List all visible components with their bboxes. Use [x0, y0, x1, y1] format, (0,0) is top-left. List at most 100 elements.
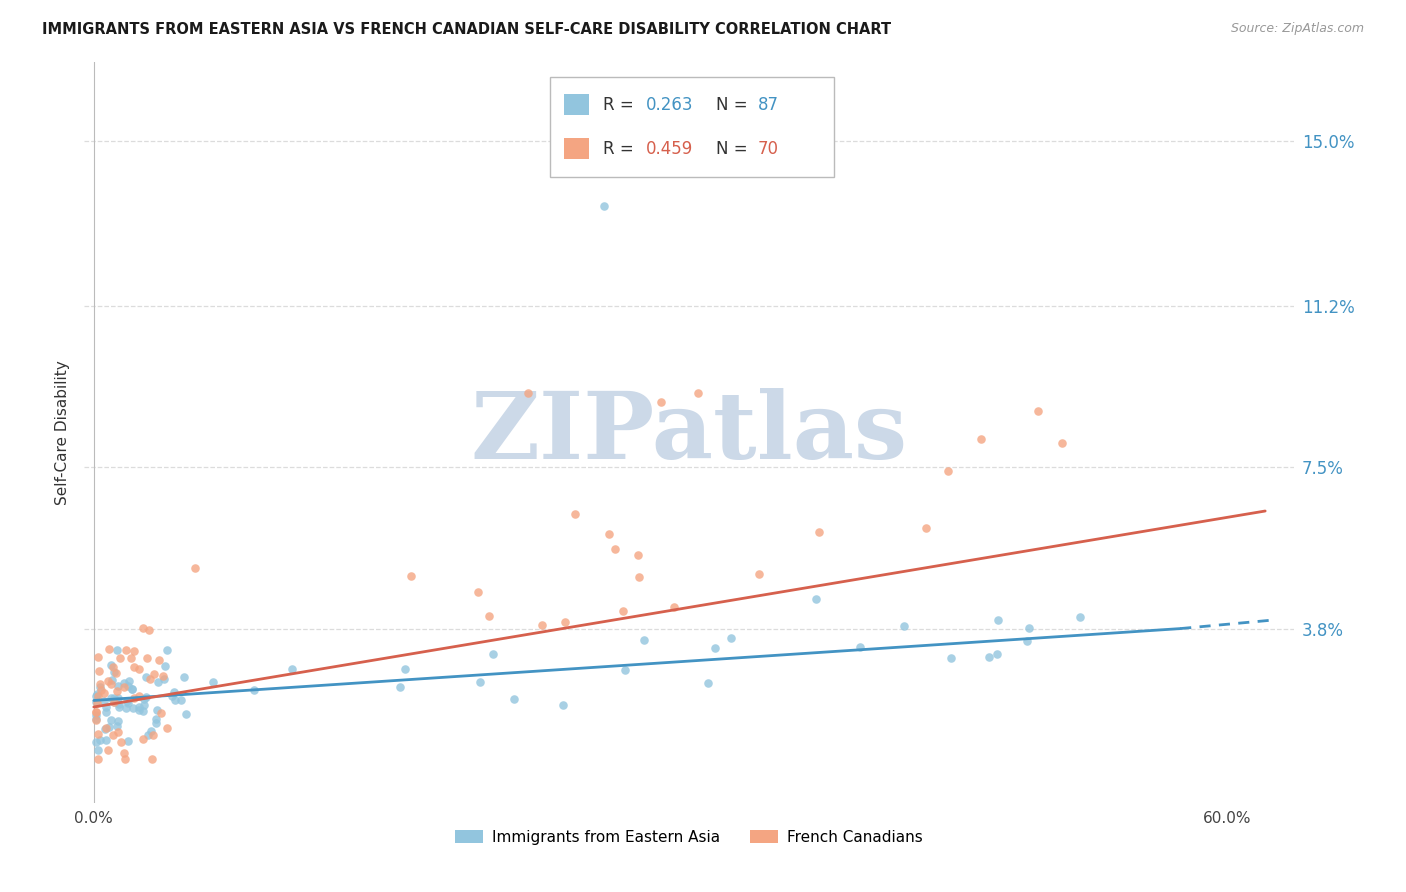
- Point: [139, 672, 162, 686]
- Point: [613, 664, 636, 678]
- Point: [162, 685, 184, 699]
- Text: ZIPatlas: ZIPatlas: [471, 388, 907, 477]
- Point: [401, 569, 423, 583]
- Point: [97, 673, 120, 688]
- Point: [987, 613, 1010, 627]
- Point: [101, 673, 124, 688]
- Point: [132, 732, 155, 747]
- Point: [103, 695, 125, 709]
- Point: [107, 725, 129, 739]
- Point: [103, 695, 125, 709]
- Point: [87, 743, 110, 757]
- Point: [936, 464, 959, 478]
- Text: 70: 70: [758, 140, 779, 158]
- Point: [1028, 404, 1050, 418]
- Y-axis label: Self-Care Disability: Self-Care Disability: [55, 360, 70, 505]
- Point: [163, 693, 186, 707]
- Point: [467, 584, 489, 599]
- Point: [103, 665, 125, 680]
- Point: [704, 640, 727, 655]
- Point: [104, 665, 127, 680]
- Point: [1069, 609, 1091, 624]
- Point: [128, 662, 150, 676]
- Point: [202, 674, 225, 689]
- Bar: [564, 138, 589, 159]
- Point: [132, 622, 155, 636]
- Point: [103, 690, 125, 705]
- Point: [979, 650, 1001, 665]
- Point: [117, 680, 139, 694]
- Point: [502, 692, 524, 706]
- Text: 0.263: 0.263: [645, 95, 693, 114]
- Point: [84, 713, 107, 727]
- Text: Source: ZipAtlas.com: Source: ZipAtlas.com: [1230, 22, 1364, 36]
- Point: [986, 647, 1008, 661]
- Point: [128, 690, 150, 704]
- Point: [1018, 621, 1040, 635]
- Text: 87: 87: [758, 95, 779, 114]
- Point: [138, 624, 160, 638]
- Point: [131, 704, 153, 718]
- Point: [115, 643, 138, 657]
- Point: [84, 708, 107, 723]
- Point: [626, 548, 648, 562]
- Point: [101, 728, 124, 742]
- Point: [112, 747, 135, 761]
- Point: [804, 591, 827, 606]
- Point: [101, 660, 124, 674]
- Point: [564, 507, 586, 521]
- Point: [662, 599, 685, 614]
- Point: [134, 691, 156, 706]
- Point: [612, 604, 634, 618]
- Point: [97, 720, 120, 734]
- Point: [89, 681, 111, 695]
- Point: [114, 752, 136, 766]
- Point: [105, 719, 128, 733]
- Point: [143, 667, 166, 681]
- Text: N =: N =: [716, 140, 752, 158]
- Point: [122, 644, 145, 658]
- Point: [242, 683, 264, 698]
- Point: [174, 707, 197, 722]
- Point: [627, 570, 650, 584]
- Point: [142, 728, 165, 742]
- Point: [551, 698, 574, 713]
- Point: [688, 386, 710, 401]
- Text: N =: N =: [716, 95, 752, 114]
- Point: [139, 724, 162, 739]
- Point: [110, 735, 132, 749]
- Point: [108, 700, 131, 714]
- Point: [120, 651, 142, 665]
- Point: [86, 712, 108, 726]
- Point: [136, 728, 159, 742]
- Point: [1050, 435, 1073, 450]
- Point: [128, 700, 150, 714]
- Point: [93, 685, 115, 699]
- Point: [915, 521, 938, 535]
- Point: [633, 633, 655, 648]
- Point: [121, 681, 143, 696]
- Point: [121, 700, 143, 714]
- Point: [468, 675, 491, 690]
- Bar: [564, 95, 589, 115]
- Point: [115, 694, 138, 708]
- Point: [155, 659, 177, 673]
- Point: [517, 386, 540, 401]
- Point: [696, 675, 718, 690]
- Point: [394, 662, 416, 676]
- Point: [598, 526, 620, 541]
- Point: [281, 662, 304, 676]
- Point: [86, 649, 108, 664]
- Point: [108, 651, 131, 665]
- Point: [135, 690, 157, 704]
- Point: [100, 657, 122, 672]
- Point: [86, 687, 108, 701]
- Point: [89, 732, 111, 747]
- Point: [122, 660, 145, 674]
- Point: [100, 713, 122, 727]
- Point: [135, 670, 157, 684]
- Text: IMMIGRANTS FROM EASTERN ASIA VS FRENCH CANADIAN SELF-CARE DISABILITY CORRELATION: IMMIGRANTS FROM EASTERN ASIA VS FRENCH C…: [42, 22, 891, 37]
- Point: [90, 683, 112, 698]
- Point: [89, 677, 111, 691]
- Point: [121, 681, 143, 696]
